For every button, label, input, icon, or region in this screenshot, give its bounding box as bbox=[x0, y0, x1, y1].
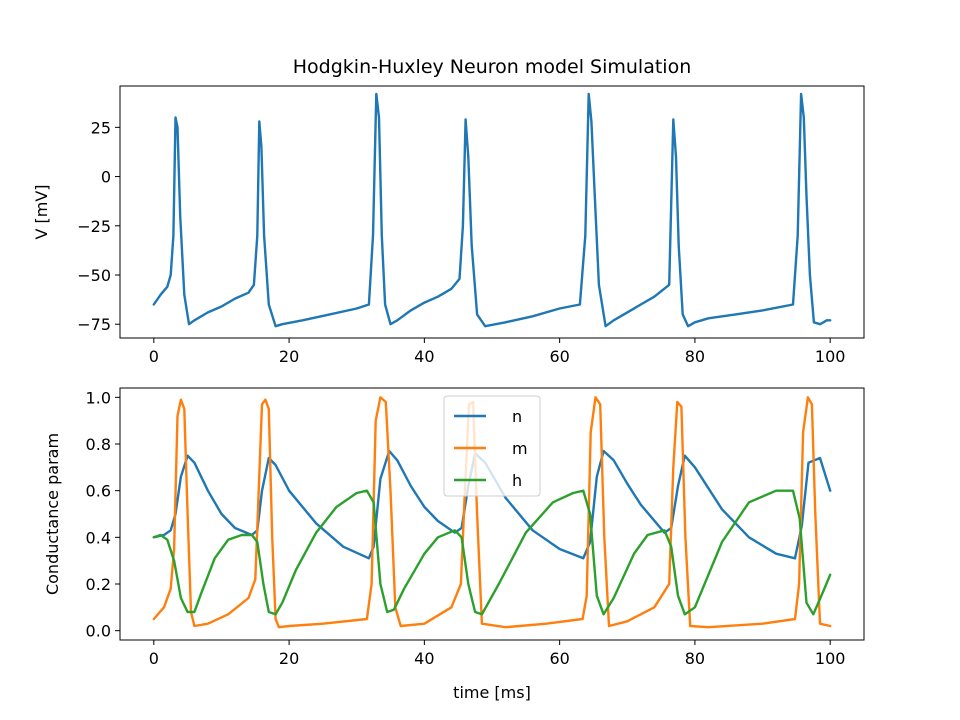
legend-box bbox=[443, 395, 541, 497]
series-line-voltage bbox=[152, 92, 832, 328]
x-tick-label: 0 bbox=[149, 649, 159, 668]
x-tick-label: 60 bbox=[549, 347, 569, 366]
legend: n m h bbox=[443, 395, 541, 497]
y-tick-label: 0.4 bbox=[86, 528, 111, 547]
series-line-n bbox=[152, 449, 832, 560]
y-tick-label: 0.2 bbox=[86, 575, 111, 594]
x-tick-label: 0 bbox=[149, 347, 159, 366]
plot-frame bbox=[119, 85, 865, 339]
plot-frame bbox=[119, 387, 865, 641]
y-tick-label: −25 bbox=[77, 217, 111, 236]
legend-label-h: h bbox=[512, 471, 522, 490]
legend-label-n: n bbox=[512, 407, 522, 426]
x-tick-label: 80 bbox=[685, 347, 705, 366]
y-axis-ticks: 0.0 0.2 0.4 0.6 0.8 1.0 bbox=[86, 388, 120, 641]
x-axis-label: time [ms] bbox=[453, 683, 531, 702]
x-tick-label: 20 bbox=[279, 347, 299, 366]
conductance-panel: Conductance param time [ms] 0 20 40 60 80 100… bbox=[43, 387, 865, 702]
legend-label-m: m bbox=[512, 439, 528, 458]
x-tick-label: 40 bbox=[414, 347, 434, 366]
x-tick-label: 20 bbox=[279, 649, 299, 668]
y-tick-label: 0 bbox=[101, 168, 111, 187]
x-axis-ticks: 0 20 40 60 80 100 bbox=[149, 338, 846, 366]
y-tick-label: 0.0 bbox=[86, 622, 111, 641]
plot-lines bbox=[152, 92, 832, 328]
y-tick-label: −75 bbox=[77, 315, 111, 334]
chart-title: Hodgkin-Huxley Neuron model Simulation bbox=[293, 56, 692, 78]
y-tick-label: 0.6 bbox=[86, 482, 111, 501]
y-tick-label: 25 bbox=[91, 118, 111, 137]
y-tick-label: 0.8 bbox=[86, 435, 111, 454]
series-line-m bbox=[152, 396, 832, 629]
y-tick-label: −50 bbox=[77, 266, 111, 285]
voltage-panel: Hodgkin-Huxley Neuron model Simulation V… bbox=[32, 56, 865, 366]
series-line-h bbox=[152, 489, 832, 616]
x-tick-label: 60 bbox=[549, 649, 569, 668]
y-axis-ticks: 25 0 −25 −50 −75 bbox=[77, 118, 120, 334]
y-tick-label: 1.0 bbox=[86, 388, 111, 407]
y-axis-label: Conductance param bbox=[43, 433, 62, 595]
x-tick-label: 40 bbox=[414, 649, 434, 668]
plot-lines bbox=[152, 396, 832, 629]
x-tick-label: 100 bbox=[815, 347, 846, 366]
y-axis-label: V [mV] bbox=[32, 184, 51, 239]
x-tick-label: 100 bbox=[815, 649, 846, 668]
x-tick-label: 80 bbox=[685, 649, 705, 668]
x-axis-ticks: 0 20 40 60 80 100 bbox=[149, 640, 846, 668]
